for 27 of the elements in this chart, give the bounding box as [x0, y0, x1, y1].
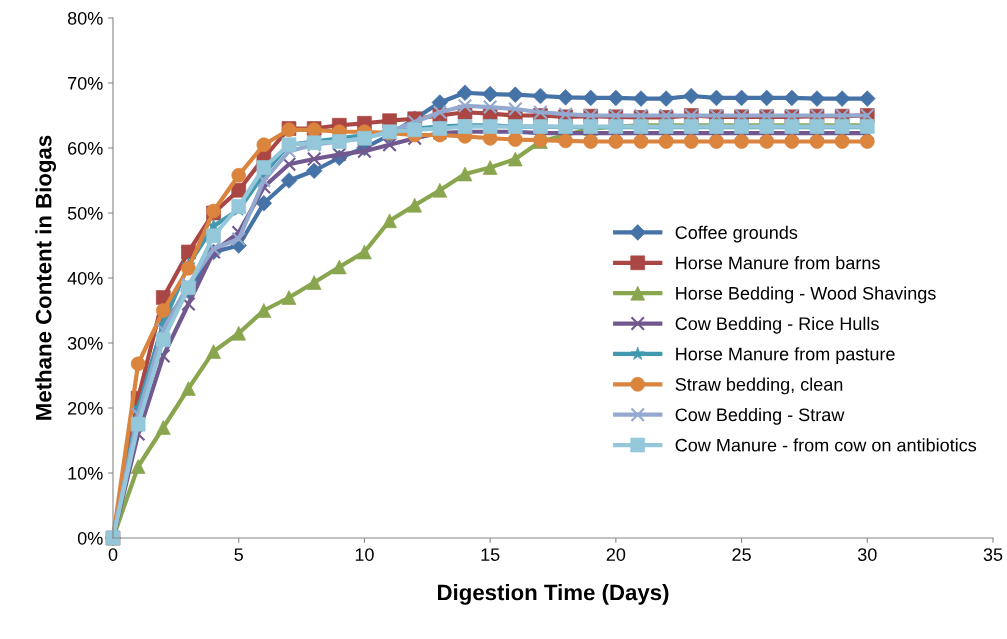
y-tick-label: 60%: [68, 141, 103, 155]
legend-label: Cow Bedding - Straw: [675, 407, 845, 425]
x-tick-label: 30: [857, 548, 877, 561]
x-tick-label: 15: [481, 548, 500, 561]
y-tick-label: 50%: [67, 206, 103, 220]
legend-label: Horse Manure from pasture: [676, 347, 895, 364]
y-axis-title: Methane Content in Biogas: [35, 135, 57, 420]
y-tick-label: 10%: [68, 466, 103, 480]
y-tick-label: 20%: [68, 401, 103, 415]
x-tick-label: 5: [234, 548, 243, 561]
x-tick-label: 0: [108, 548, 118, 561]
legend-label: Cow Manure - from cow on antibiotics: [675, 438, 977, 452]
y-tick-label: 70%: [68, 76, 103, 90]
legend-label: Cow Bedding - Rice Hulls: [675, 316, 879, 334]
x-axis-title: Digestion Time (Days): [438, 584, 669, 605]
x-tick-label: 35: [983, 548, 1003, 561]
x-tick-label: 10: [355, 548, 374, 561]
x-tick-label: 20: [606, 548, 626, 561]
legend-label: Straw bedding, clean: [675, 377, 843, 395]
y-tick-label: 0%: [77, 531, 103, 545]
legend-label: Coffee grounds: [675, 225, 798, 243]
y-tick-label: 40%: [67, 271, 103, 285]
x-tick-label: 25: [732, 548, 751, 561]
legend-label: Horse Bedding - Wood Shavings: [676, 286, 936, 304]
y-tick-label: 80%: [67, 11, 103, 25]
y-tick-label: 30%: [67, 336, 103, 350]
legend-label: Horse Manure from barns: [676, 256, 880, 270]
